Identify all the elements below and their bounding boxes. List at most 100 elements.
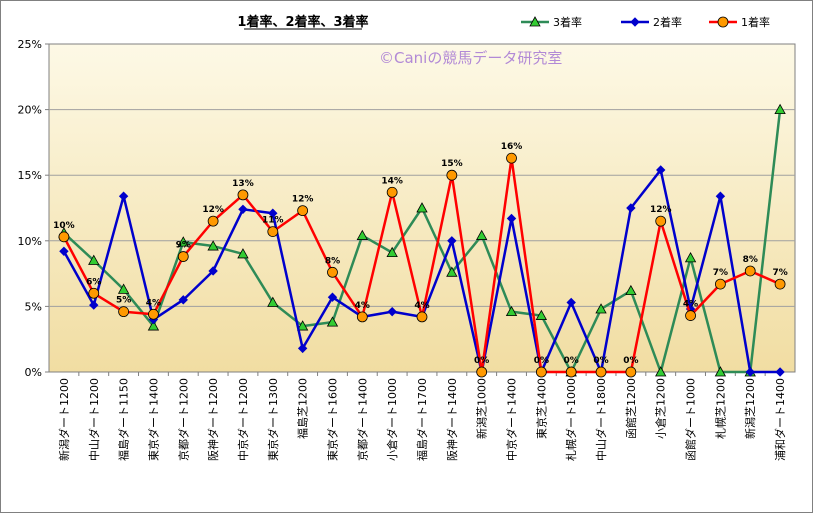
- data-point-series-1: [88, 254, 100, 265]
- label-layer: 10% 6% 5% 4% 9% 12% 13% 11% 12% 8% 4% 14% 4% 15% 0% 16%…: [53, 142, 788, 366]
- x-tick-label: 札幌ダート1000: [564, 378, 578, 461]
- x-tick-label: 阪神ダート1400: [445, 378, 459, 461]
- data-point-series-2: [775, 367, 785, 377]
- data-point-series-1: [326, 316, 339, 327]
- data-point-series-2: [447, 236, 457, 246]
- data-point-series-2: [297, 343, 308, 354]
- data-point-series-1: [296, 320, 309, 331]
- x-tick-label: 函館芝1200: [624, 378, 638, 439]
- data-point-series-3: [118, 306, 129, 318]
- data-point-series-1: [684, 252, 697, 263]
- x-tick-label: 浦和ダート1400: [773, 378, 787, 461]
- data-label: 8%: [743, 255, 758, 265]
- data-label: 12%: [202, 205, 224, 215]
- y-tick-label: 15%: [18, 169, 42, 182]
- data-point-series-3: [207, 215, 219, 227]
- data-label: 0%: [534, 356, 549, 366]
- data-label: 4%: [355, 301, 370, 311]
- legend: 3着率 2着率 1着率: [521, 15, 770, 29]
- x-tick-label: 札幌芝1200: [713, 378, 727, 439]
- chart-title: 1着率、2着率、3着率: [237, 14, 368, 30]
- x-tick-label: 京都ダート1400: [355, 378, 369, 461]
- x-tick-label: 小倉芝1200: [654, 378, 668, 439]
- data-point-series-1: [207, 240, 219, 251]
- x-tick-label: 東京芝1400: [534, 378, 548, 439]
- data-point-series-3: [744, 265, 756, 277]
- legend-label: 3着率: [553, 15, 582, 29]
- x-tick-label: 中山ダート1200: [87, 378, 101, 461]
- x-tick-label: 福島ダート1150: [117, 378, 131, 461]
- data-label: 14%: [381, 176, 403, 186]
- data-point-series-3: [595, 366, 607, 378]
- data-point-series-2: [327, 292, 338, 302]
- data-label: 11%: [262, 216, 284, 226]
- legend-marker: [717, 16, 729, 28]
- data-point-series-3: [177, 251, 189, 262]
- data-point-series-1: [655, 366, 667, 377]
- data-point-series-1: [356, 229, 368, 240]
- data-label: 4%: [414, 301, 429, 311]
- x-tick-label: 中京ダート1200: [236, 378, 250, 461]
- x-tick-label: 阪神ダート1200: [206, 378, 220, 461]
- data-label: 0%: [474, 356, 489, 366]
- y-tick-label: 0%: [25, 366, 42, 379]
- data-point-series-1: [714, 366, 727, 377]
- data-label: 7%: [713, 268, 728, 278]
- x-tick-label: 東京ダート1400: [146, 378, 160, 461]
- x-tick-label: 新潟芝1000: [475, 378, 489, 439]
- data-label: 12%: [292, 195, 314, 205]
- data-point-series-2: [506, 213, 517, 224]
- data-point-series-2: [566, 297, 576, 308]
- data-point-series-3: [148, 308, 159, 320]
- data-point-series-2: [626, 203, 636, 213]
- data-point-series-3: [715, 278, 726, 290]
- y-tick-label: 5%: [25, 300, 42, 313]
- y-tick-label: 10%: [18, 235, 42, 248]
- data-point-series-1: [386, 246, 398, 258]
- x-tick-label: 京都ダート1200: [176, 378, 190, 461]
- data-point-series-1: [476, 229, 488, 240]
- x-tick-label: 東京ダート1300: [266, 378, 280, 461]
- watermark-text: ©Caniの競馬データ研究室: [379, 49, 562, 67]
- x-tick-label: 函館ダート1000: [684, 378, 698, 461]
- data-point-series-2: [238, 204, 248, 215]
- legend-label: 1着率: [741, 15, 770, 29]
- data-point-series-3: [535, 366, 547, 378]
- data-point-series-3: [237, 189, 249, 201]
- data-point-series-1: [774, 103, 786, 114]
- x-tick-label: 福島芝1200: [296, 378, 310, 439]
- data-label: 16%: [501, 142, 523, 152]
- data-point-series-1: [505, 305, 518, 317]
- legend-marker: [529, 16, 541, 27]
- data-point-series-2: [745, 367, 755, 377]
- x-tick-label: 東京ダート1600: [325, 378, 339, 461]
- data-point-series-3: [88, 287, 100, 299]
- data-point-series-3: [356, 311, 368, 323]
- data-label: 15%: [441, 159, 463, 169]
- data-point-series-2: [656, 165, 666, 175]
- data-point-series-3: [58, 231, 70, 243]
- data-point-series-1: [147, 320, 160, 331]
- data-point-series-3: [625, 366, 637, 378]
- data-point-series-3: [774, 278, 786, 290]
- data-label: 10%: [53, 221, 75, 231]
- data-label: 5%: [116, 296, 131, 306]
- data-point-series-2: [89, 300, 99, 310]
- data-point-series-3: [506, 152, 517, 164]
- data-point-series-3: [327, 266, 338, 278]
- data-point-series-1: [267, 296, 279, 307]
- data-point-series-3: [565, 366, 577, 378]
- data-point-series-2: [208, 266, 218, 276]
- data-label: 7%: [772, 268, 787, 278]
- data-label: 4%: [146, 298, 161, 308]
- x-tick-label: 新潟ダート1200: [57, 378, 71, 461]
- axis-layer: 0% 5% 10% 15% 20% 25% 新潟ダート1200 中山ダート1200 福島ダート1…: [18, 38, 788, 461]
- data-point-series-1: [117, 283, 130, 294]
- data-label: 13%: [232, 179, 254, 189]
- data-label: 0%: [564, 356, 579, 366]
- data-point-series-1: [416, 202, 428, 213]
- data-label: 4%: [683, 300, 698, 310]
- data-point-series-2: [387, 306, 397, 317]
